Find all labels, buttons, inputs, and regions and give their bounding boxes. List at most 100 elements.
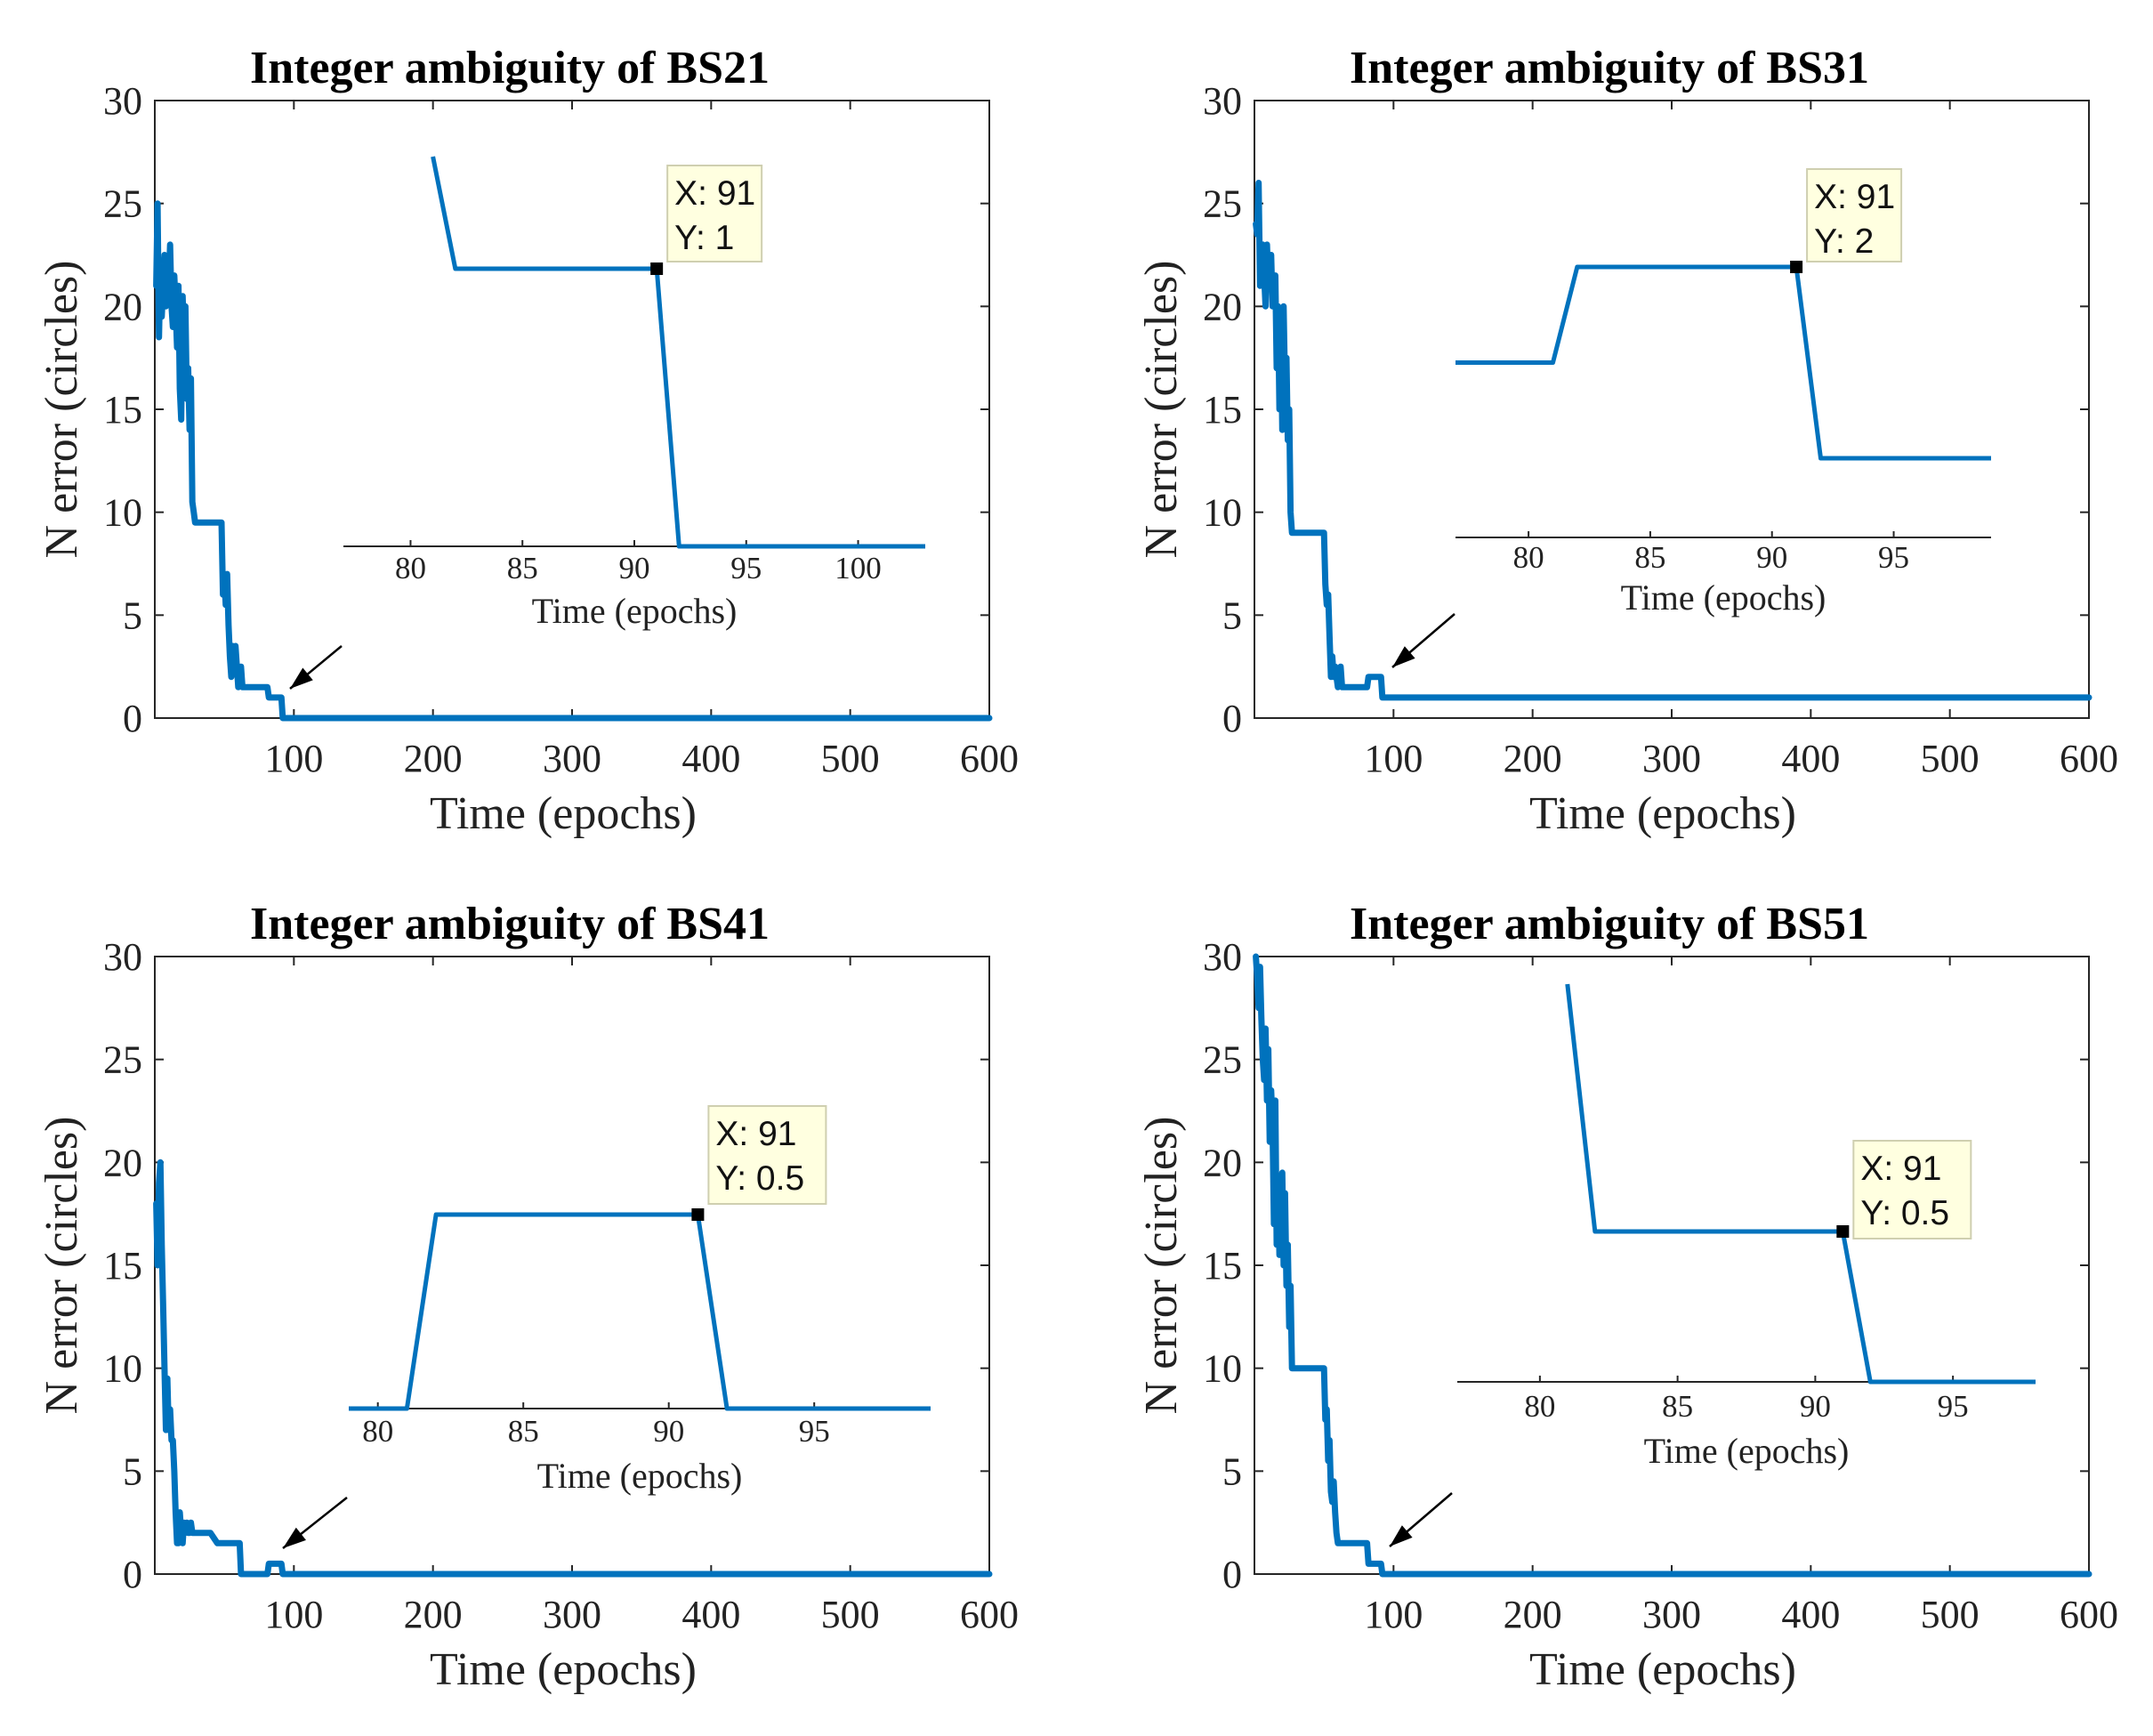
y-tick-label: 5 bbox=[123, 593, 142, 637]
x-axis-label: Time (epochs) bbox=[1529, 788, 1796, 839]
arrow-head bbox=[290, 667, 313, 689]
inset-x-tick-label: 95 bbox=[730, 551, 762, 585]
inset-x-tick-label: 90 bbox=[653, 1414, 684, 1449]
x-tick-label: 100 bbox=[1364, 737, 1423, 780]
datatip-y-text: Y: 0.5 bbox=[1860, 1194, 1949, 1232]
x-tick-label: 200 bbox=[1504, 737, 1562, 780]
y-tick-label: 20 bbox=[1203, 1141, 1242, 1184]
datatip-y-text: Y: 1 bbox=[674, 219, 734, 257]
inset-x-tick-label: 90 bbox=[1756, 540, 1787, 575]
arrow-head bbox=[1390, 1525, 1413, 1546]
datatip-marker bbox=[650, 262, 664, 275]
inset-plot: 80 85 90 95 Time (epochs) X: 91 Y: 0.5 bbox=[349, 1105, 931, 1496]
y-tick-label: 5 bbox=[123, 1449, 142, 1493]
inset-x-tick-label: 80 bbox=[395, 551, 426, 585]
y-tick-label: 10 bbox=[103, 491, 142, 535]
y-tick-label: 25 bbox=[103, 1038, 142, 1082]
datatip-marker bbox=[1836, 1225, 1850, 1238]
datatip-marker bbox=[1790, 261, 1803, 273]
y-tick-label: 15 bbox=[103, 1244, 142, 1288]
y-tick-label: 25 bbox=[103, 182, 142, 226]
y-tick-label: 10 bbox=[1203, 1347, 1242, 1391]
datatip-x-text: X: 91 bbox=[1814, 178, 1895, 216]
x-axis-label: Time (epochs) bbox=[430, 1644, 697, 1695]
y-tick-label: 0 bbox=[1222, 697, 1242, 740]
inset-x-tick-label: 90 bbox=[1800, 1389, 1831, 1424]
datatip-box bbox=[707, 1105, 827, 1205]
inset-x-tick-label: 85 bbox=[507, 551, 538, 585]
y-tick-label: 20 bbox=[1203, 285, 1242, 328]
datatip-box bbox=[1806, 168, 1903, 262]
inset-x-axis-label: Time (epochs) bbox=[1621, 577, 1826, 618]
y-tick-label: 30 bbox=[103, 935, 142, 979]
y-axis-label: N error (circles) bbox=[1136, 1117, 1187, 1415]
datatip-box bbox=[666, 165, 763, 262]
chart-title: Integer ambiguity of BS21 bbox=[250, 43, 770, 93]
y-tick-label: 5 bbox=[1222, 1449, 1242, 1493]
y-tick-label: 30 bbox=[1203, 935, 1242, 979]
inset-x-axis-label: Time (epochs) bbox=[1644, 1431, 1850, 1471]
x-tick-label: 300 bbox=[543, 1593, 601, 1636]
arrow-head bbox=[283, 1527, 306, 1548]
y-axis-label: N error (circles) bbox=[36, 1117, 87, 1415]
inset-x-axis-label: Time (epochs) bbox=[537, 1456, 743, 1496]
y-axis-label: N error (circles) bbox=[36, 261, 87, 559]
inset-x-tick-label: 80 bbox=[1513, 540, 1544, 575]
inset-x-tick-label: 90 bbox=[619, 551, 650, 585]
y-tick-label: 0 bbox=[1222, 1553, 1242, 1596]
y-axis-label: N error (circles) bbox=[1136, 261, 1187, 559]
y-tick-label: 15 bbox=[103, 388, 142, 432]
datatip-box bbox=[1852, 1140, 1972, 1239]
y-tick-label: 0 bbox=[123, 1553, 142, 1596]
inset-plot: 80 85 90 95 Time (epochs) X: 91 Y: 2 bbox=[1455, 168, 1991, 618]
y-tick-label: 15 bbox=[1203, 1244, 1242, 1288]
datatip-y-text: Y: 0.5 bbox=[715, 1159, 804, 1198]
x-tick-label: 600 bbox=[2060, 737, 2118, 780]
x-tick-label: 500 bbox=[821, 1593, 880, 1636]
x-tick-label: 300 bbox=[1642, 737, 1701, 780]
y-tick-label: 10 bbox=[1203, 491, 1242, 535]
inset-series-line bbox=[1455, 264, 1991, 461]
series-line bbox=[1253, 180, 2093, 701]
inset-series-line bbox=[349, 1212, 931, 1411]
axes-frame bbox=[1254, 956, 2090, 1575]
x-tick-label: 200 bbox=[404, 1593, 463, 1636]
y-tick-label: 30 bbox=[103, 79, 142, 123]
y-tick-label: 20 bbox=[103, 1141, 142, 1184]
x-tick-label: 200 bbox=[1504, 1593, 1562, 1636]
x-tick-label: 600 bbox=[960, 737, 1019, 780]
inset-x-tick-label: 95 bbox=[799, 1414, 830, 1449]
arrow-head bbox=[1392, 646, 1415, 667]
inset-x-axis-label: Time (epochs) bbox=[532, 591, 738, 631]
inset-x-tick-label: 85 bbox=[1634, 540, 1665, 575]
datatip-x-text: X: 91 bbox=[674, 174, 755, 213]
chart-title: Integer ambiguity of BS51 bbox=[1350, 899, 1869, 949]
axes-frame bbox=[1254, 100, 2090, 719]
y-tick-label: 25 bbox=[1203, 182, 1242, 226]
x-tick-label: 500 bbox=[821, 737, 880, 780]
x-tick-label: 300 bbox=[1642, 1593, 1701, 1636]
inset-x-tick-label: 100 bbox=[835, 551, 882, 585]
x-tick-label: 500 bbox=[1921, 1593, 1980, 1636]
x-tick-label: 400 bbox=[1781, 1593, 1840, 1636]
x-tick-label: 100 bbox=[264, 737, 323, 780]
x-axis-label: Time (epochs) bbox=[1529, 1644, 1796, 1695]
x-axis-label: Time (epochs) bbox=[430, 788, 697, 839]
y-tick-label: 5 bbox=[1222, 593, 1242, 637]
x-tick-label: 400 bbox=[681, 737, 740, 780]
x-tick-label: 600 bbox=[2060, 1593, 2118, 1636]
inset-x-tick-label: 80 bbox=[362, 1414, 393, 1449]
series-line bbox=[1253, 953, 2093, 1578]
y-tick-label: 20 bbox=[103, 285, 142, 328]
y-tick-label: 10 bbox=[103, 1347, 142, 1391]
x-tick-label: 100 bbox=[1364, 1593, 1423, 1636]
chart-title: Integer ambiguity of BS31 bbox=[1350, 43, 1869, 93]
chart-title: Integer ambiguity of BS41 bbox=[250, 899, 770, 949]
x-tick-label: 300 bbox=[543, 737, 601, 780]
series-line bbox=[153, 200, 993, 722]
x-tick-label: 400 bbox=[681, 1593, 740, 1636]
